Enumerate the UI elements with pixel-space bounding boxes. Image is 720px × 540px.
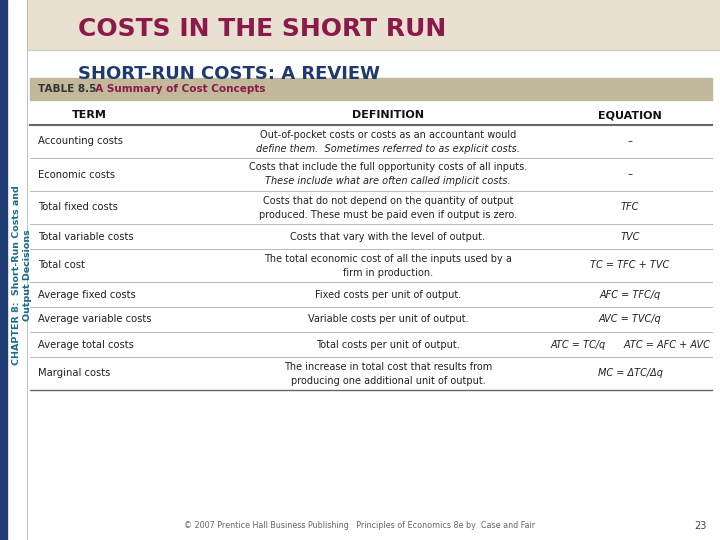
- Text: Fixed costs per unit of output.: Fixed costs per unit of output.: [315, 289, 461, 300]
- Text: TABLE 8.5: TABLE 8.5: [38, 84, 96, 94]
- Text: EQUATION: EQUATION: [598, 110, 662, 120]
- Text: TFC: TFC: [621, 202, 639, 213]
- Text: 23: 23: [694, 521, 706, 531]
- Text: producing one additional unit of output.: producing one additional unit of output.: [291, 375, 485, 386]
- Bar: [27, 0, 720, 50]
- Text: The increase in total cost that results from: The increase in total cost that results …: [284, 361, 492, 372]
- Text: © 2007 Prentice Hall Business Publishing   Principles of Economics 8e by  Case a: © 2007 Prentice Hall Business Publishing…: [184, 522, 536, 530]
- Bar: [30, 78, 712, 100]
- Text: Costs that vary with the level of output.: Costs that vary with the level of output…: [290, 232, 485, 241]
- Text: Economic costs: Economic costs: [38, 170, 115, 179]
- Text: Average fixed costs: Average fixed costs: [38, 289, 136, 300]
- Text: TERM: TERM: [71, 110, 107, 120]
- Text: Total fixed costs: Total fixed costs: [38, 202, 118, 213]
- Text: These include what are often called implicit costs.: These include what are often called impl…: [265, 177, 510, 186]
- Text: –: –: [628, 137, 632, 146]
- Text: Costs that include the full opportunity costs of all inputs.: Costs that include the full opportunity …: [249, 163, 527, 172]
- Text: Average total costs: Average total costs: [38, 340, 134, 349]
- Text: DEFINITION: DEFINITION: [352, 110, 424, 120]
- Text: Costs that do not depend on the quantity of output: Costs that do not depend on the quantity…: [263, 195, 513, 206]
- Text: The total economic cost of all the inputs used by a: The total economic cost of all the input…: [264, 253, 512, 264]
- Text: Marginal costs: Marginal costs: [38, 368, 110, 379]
- Text: Total costs per unit of output.: Total costs per unit of output.: [316, 340, 460, 349]
- Text: TC = TFC + TVC: TC = TFC + TVC: [590, 260, 670, 271]
- Text: Accounting costs: Accounting costs: [38, 137, 123, 146]
- Text: MC = ΔTC/Δq: MC = ΔTC/Δq: [598, 368, 662, 379]
- Text: Total variable costs: Total variable costs: [38, 232, 134, 241]
- Text: CHAPTER 8:  Short-Run Costs and
Output Decisions: CHAPTER 8: Short-Run Costs and Output De…: [12, 185, 32, 365]
- Text: define them.  Sometimes referred to as explicit costs.: define them. Sometimes referred to as ex…: [256, 144, 520, 153]
- Text: firm in production.: firm in production.: [343, 267, 433, 278]
- Text: Average variable costs: Average variable costs: [38, 314, 151, 325]
- Text: Total cost: Total cost: [38, 260, 85, 271]
- Text: Variable costs per unit of output.: Variable costs per unit of output.: [307, 314, 468, 325]
- Text: COSTS IN THE SHORT RUN: COSTS IN THE SHORT RUN: [78, 17, 446, 41]
- Text: SHORT-RUN COSTS: A REVIEW: SHORT-RUN COSTS: A REVIEW: [78, 65, 380, 83]
- Text: A Summary of Cost Concepts: A Summary of Cost Concepts: [88, 84, 266, 94]
- Text: AVC = TVC/q: AVC = TVC/q: [598, 314, 662, 325]
- Text: –: –: [628, 170, 632, 179]
- Text: ATC = TC/q      ATC = AFC + AVC: ATC = TC/q ATC = AFC + AVC: [550, 340, 710, 349]
- Text: Out-of-pocket costs or costs as an accountant would: Out-of-pocket costs or costs as an accou…: [260, 130, 516, 139]
- Text: AFC = TFC/q: AFC = TFC/q: [599, 289, 661, 300]
- Text: TVC: TVC: [621, 232, 639, 241]
- Text: produced. These must be paid even if output is zero.: produced. These must be paid even if out…: [259, 210, 517, 219]
- Bar: [0, 0, 7, 540]
